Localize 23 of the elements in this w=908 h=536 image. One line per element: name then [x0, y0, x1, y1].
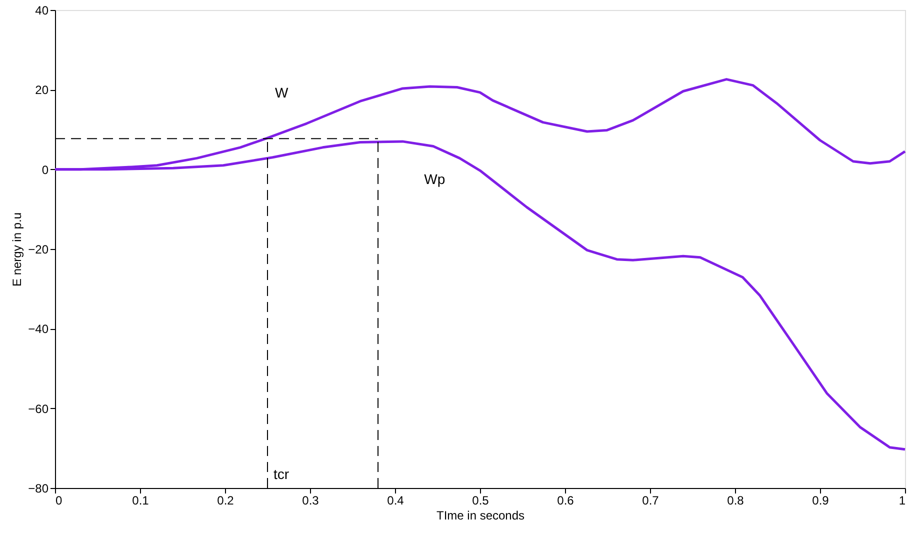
- y-tick-label: 0: [42, 162, 49, 177]
- y-tick-label: 40: [35, 4, 49, 18]
- y-tick-label: −20: [28, 242, 49, 256]
- y-tick-label: −40: [28, 322, 49, 336]
- x-tick-label: 1: [898, 494, 906, 508]
- y-axis-title: E nergy in p.u: [10, 212, 24, 287]
- x-tick-label: 0.2: [217, 494, 234, 508]
- x-tick-label: 0.4: [387, 494, 404, 508]
- x-tick-label: 0: [56, 494, 62, 508]
- x-tick-label: 0.5: [472, 494, 490, 508]
- x-tick-label: 0.8: [727, 494, 744, 508]
- x-tick-label: 0.6: [557, 494, 574, 508]
- y-tick-label: −60: [28, 402, 49, 416]
- y-tick-label: 20: [35, 83, 49, 98]
- ref-line-label: tcr: [274, 466, 290, 482]
- x-axis-title: TIme in seconds: [436, 508, 525, 522]
- series-label: Wp: [424, 171, 446, 188]
- x-tick-label: 0.7: [642, 494, 660, 508]
- x-tick-label: 0.9: [812, 494, 830, 508]
- series-label: W: [274, 84, 289, 101]
- x-tick-label: 0.3: [302, 494, 320, 508]
- x-tick-label: 0.1: [132, 494, 150, 508]
- y-tick-label: −80: [28, 482, 49, 496]
